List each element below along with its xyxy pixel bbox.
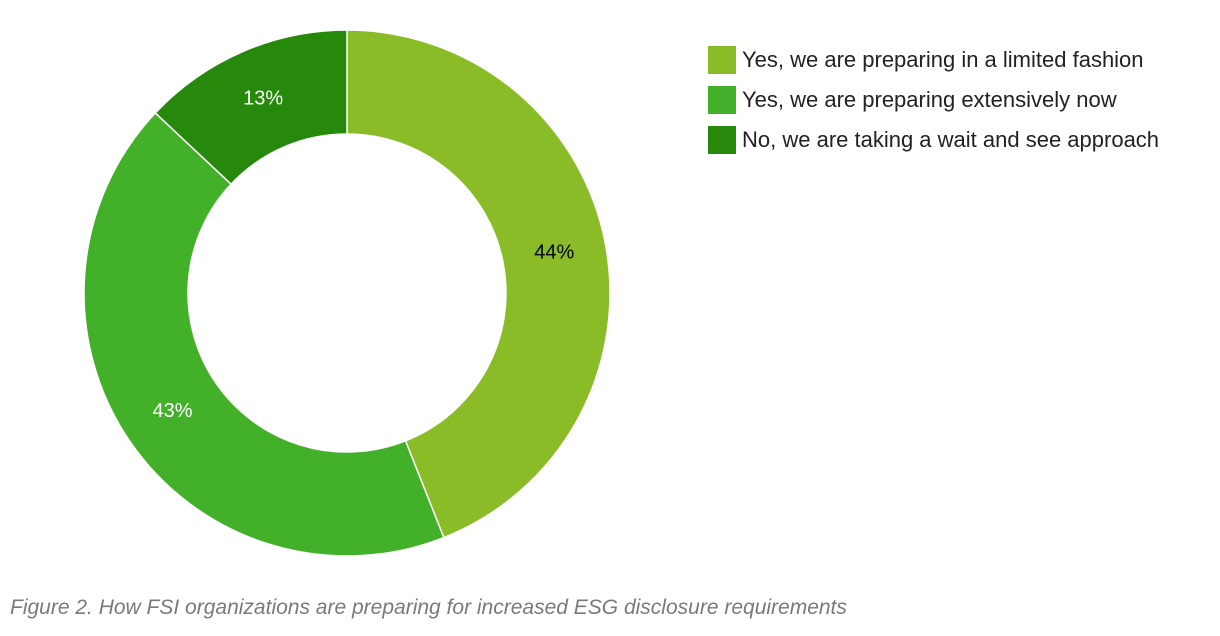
donut-slice-extensive [83,111,445,557]
figure-caption: Figure 2. How FSI organizations are prep… [10,596,847,619]
slice-label-extensive: 43% [152,400,192,422]
legend-label-limited: Yes, we are preparing in a limited fashi… [742,47,1144,72]
legend-label-wait: No, we are taking a wait and see approac… [742,127,1160,152]
legend-item-extensive: Yes, we are preparing extensively now [708,80,1159,120]
legend-item-limited: Yes, we are preparing in a limited fashi… [708,40,1159,80]
slice-label-wait: 13% [243,88,283,110]
legend-swatch-extensive [708,86,736,114]
slice-label-limited: 44% [534,242,574,264]
legend-swatch-limited [708,46,736,74]
chart-legend: Yes, we are preparing in a limited fashi… [708,40,1159,160]
donut-slice-limited [346,29,611,539]
donut-chart: 44% 43% 13% [83,29,611,557]
legend-item-wait: No, we are taking a wait and see approac… [708,120,1159,160]
donut-slice-wait [154,29,348,186]
legend-label-extensive: Yes, we are preparing extensively now [742,87,1117,112]
legend-swatch-wait [708,126,736,154]
